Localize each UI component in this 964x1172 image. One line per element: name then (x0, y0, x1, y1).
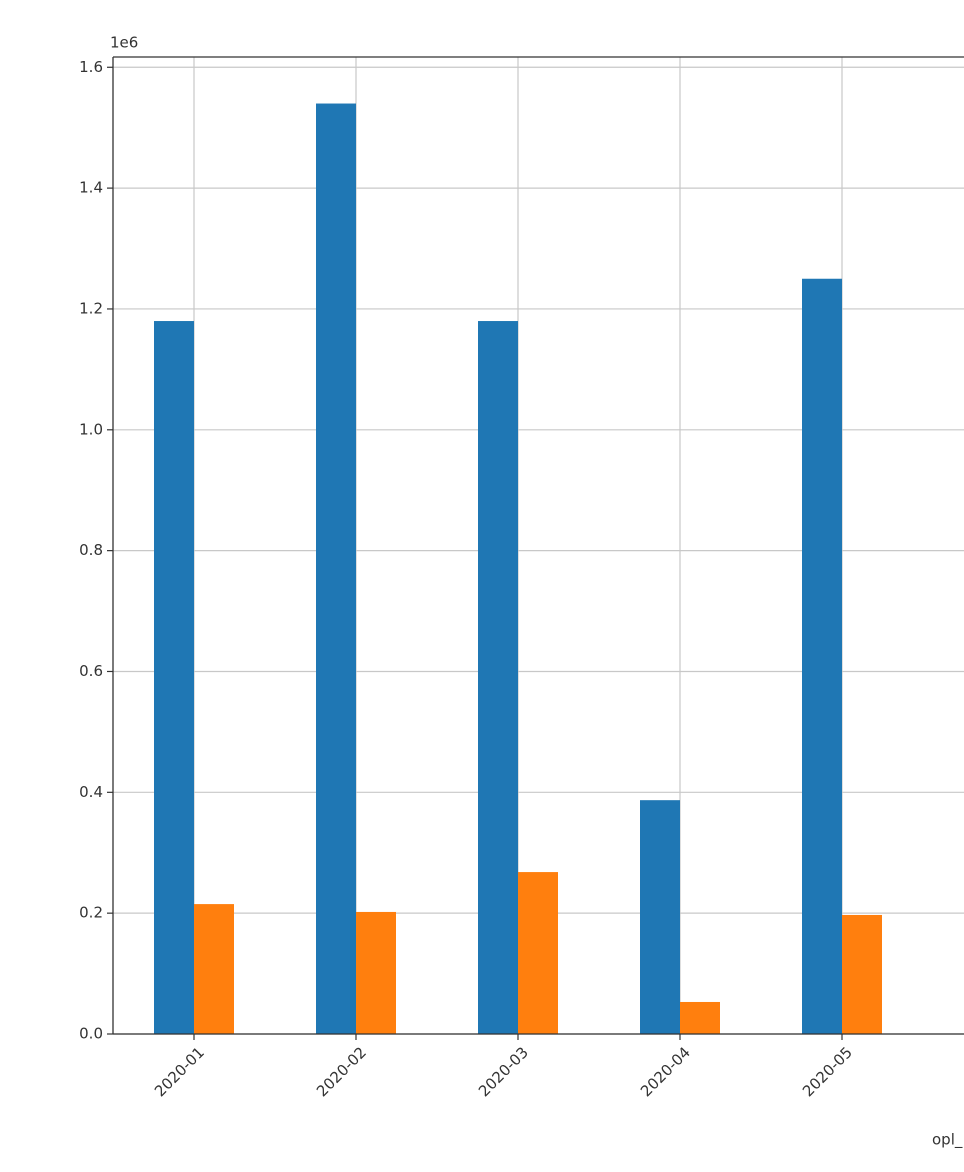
y-tick-label: 1.4 (79, 179, 103, 197)
y-tick-label: 0.0 (79, 1025, 103, 1043)
bars (154, 103, 882, 1035)
y-tick-label: 1.6 (79, 58, 103, 76)
bar (842, 914, 882, 1034)
bar (316, 103, 356, 1035)
y-tick-label: 1.0 (79, 420, 103, 438)
bar (640, 800, 680, 1034)
bar (802, 278, 842, 1034)
y-tick-label: 0.2 (79, 904, 103, 922)
offset-label: 1e6 (110, 34, 138, 52)
y-tick-label: 0.8 (79, 541, 103, 559)
x-axis-label: opl_ (932, 1131, 963, 1150)
bar (154, 321, 194, 1034)
x-tick-label: 2020-04 (637, 1043, 694, 1100)
y-tick-label: 0.6 (79, 662, 103, 680)
bar (680, 1001, 720, 1034)
bar (356, 911, 396, 1034)
x-tick-label: 2020-03 (475, 1043, 532, 1100)
x-tick-label: 2020-02 (313, 1043, 370, 1100)
y-tick-label: 1.2 (79, 299, 103, 317)
bar (478, 321, 518, 1034)
x-tick-label: 2020-05 (799, 1043, 856, 1100)
x-tick-label: 2020-01 (151, 1043, 208, 1100)
bar (518, 872, 558, 1034)
y-tick-label: 0.4 (79, 783, 103, 801)
bar (194, 904, 234, 1034)
